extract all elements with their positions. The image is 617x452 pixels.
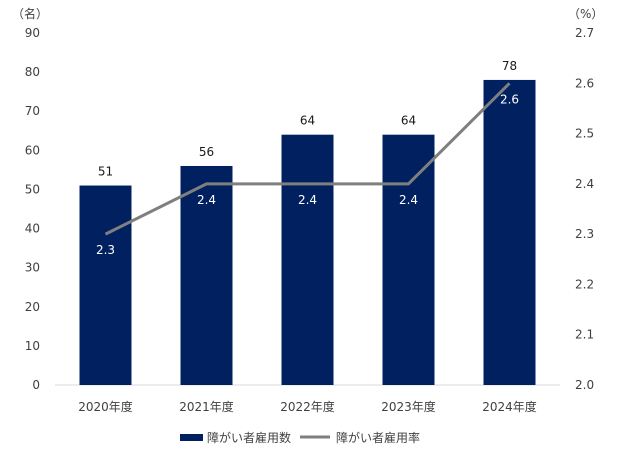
line-value-label: 2.4 [197, 193, 216, 207]
line-value-label: 2.4 [298, 193, 317, 207]
bar-value-label: 64 [300, 114, 315, 128]
left-tick-label: 30 [25, 261, 40, 275]
legend-bar-swatch [180, 434, 203, 441]
line-value-label: 2.3 [96, 243, 115, 257]
line-value-label: 2.6 [500, 92, 519, 106]
bar [382, 134, 435, 385]
legend-bar-label: 障がい者雇用数 [207, 430, 291, 445]
right-tick-label: 2.0 [575, 378, 594, 392]
right-tick-label: 2.3 [575, 227, 594, 241]
bar-value-label: 78 [502, 59, 517, 73]
right-tick-label: 2.6 [575, 76, 594, 90]
line-value-labels: 2.3 2.4 2.4 2.4 2.6 [96, 92, 519, 257]
right-axis-unit: （%） [568, 7, 603, 21]
bar [281, 134, 334, 385]
left-axis-ticks: 0 10 20 30 40 50 60 70 80 90 [25, 26, 40, 392]
right-tick-label: 2.2 [575, 277, 594, 291]
left-axis-unit: （名） [12, 6, 48, 21]
left-tick-label: 40 [25, 222, 40, 236]
line-series [104, 82, 511, 236]
bar-value-label: 64 [401, 114, 416, 128]
x-axis-labels: 2020年度 2021年度 2022年度 2023年度 2024年度 [78, 399, 537, 414]
left-tick-label: 60 [25, 143, 40, 157]
right-tick-label: 2.1 [575, 328, 594, 342]
x-tick-label: 2023年度 [381, 399, 436, 414]
line-value-label: 2.4 [399, 193, 418, 207]
rate-line [104, 82, 511, 236]
legend-line-label: 障がい者雇用率 [336, 430, 420, 445]
x-tick-label: 2022年度 [280, 399, 335, 414]
left-tick-label: 10 [25, 339, 40, 353]
left-tick-label: 20 [25, 300, 40, 314]
right-tick-label: 2.7 [575, 26, 594, 40]
left-tick-label: 90 [25, 26, 40, 40]
left-tick-label: 0 [32, 378, 40, 392]
left-tick-label: 50 [25, 182, 40, 196]
bar [483, 79, 536, 385]
x-tick-label: 2021年度 [179, 399, 234, 414]
right-tick-label: 2.4 [575, 177, 594, 191]
bar-value-label: 56 [199, 145, 214, 159]
right-tick-label: 2.5 [575, 127, 594, 141]
bar [79, 185, 132, 385]
x-tick-label: 2020年度 [78, 399, 133, 414]
left-tick-label: 70 [25, 104, 40, 118]
bar [180, 165, 233, 385]
left-tick-label: 80 [25, 65, 40, 79]
bar-value-label: 51 [98, 165, 113, 179]
x-tick-label: 2024年度 [482, 399, 537, 414]
legend: 障がい者雇用数 障がい者雇用率 [180, 430, 420, 445]
bar-value-labels: 51 56 64 64 78 [98, 59, 517, 179]
bar-series [79, 79, 536, 385]
right-axis-ticks: 2.0 2.1 2.2 2.3 2.4 2.5 2.6 2.7 [575, 26, 594, 392]
